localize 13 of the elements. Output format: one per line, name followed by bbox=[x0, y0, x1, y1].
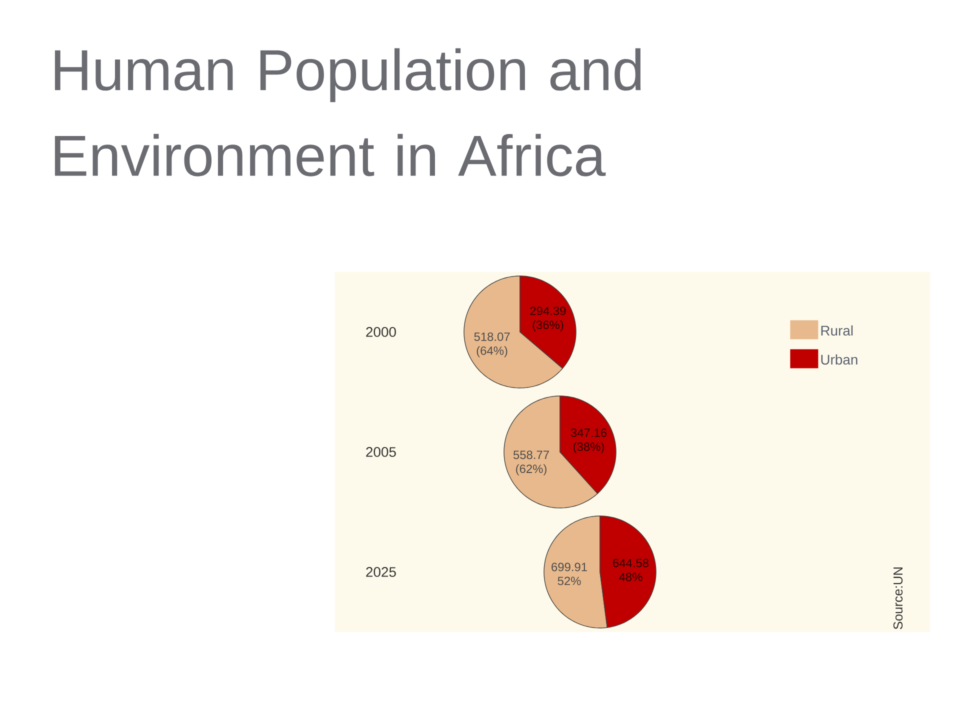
source-note: Source:UN bbox=[893, 568, 903, 630]
data-label: 294.39 (36%) bbox=[530, 306, 566, 332]
text: 2025 bbox=[366, 567, 396, 577]
legend-label: Urban bbox=[821, 354, 858, 365]
data-label: 699.91 52% bbox=[552, 562, 587, 586]
data-label: 518.07 (64%) bbox=[474, 332, 510, 358]
data-label: 558.77 (62%) bbox=[513, 450, 549, 476]
text: 2000 bbox=[366, 327, 396, 337]
text: 2005 bbox=[366, 447, 396, 457]
legend-label: Rural bbox=[821, 325, 853, 336]
data-label: 347.16 (38%) bbox=[570, 428, 607, 454]
data-label: 644.58 48% bbox=[613, 558, 648, 582]
chart-title: Human Population and Environment in Africa bbox=[54, 48, 641, 176]
